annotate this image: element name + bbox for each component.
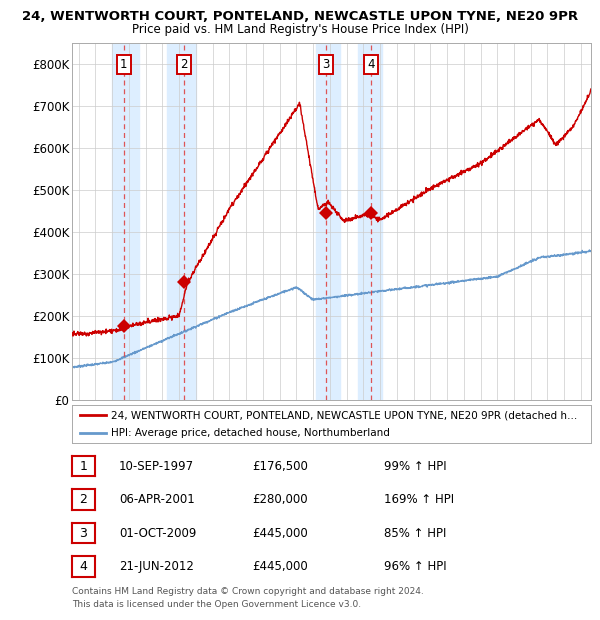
Text: 1: 1 (120, 58, 127, 71)
Text: 169% ↑ HPI: 169% ↑ HPI (384, 494, 454, 506)
Text: £445,000: £445,000 (252, 527, 308, 539)
Text: 99% ↑ HPI: 99% ↑ HPI (384, 460, 446, 472)
Bar (358, 43, 382, 400)
Text: 24, WENTWORTH COURT, PONTELAND, NEWCASTLE UPON TYNE, NE20 9PR (detached h…: 24, WENTWORTH COURT, PONTELAND, NEWCASTL… (111, 410, 577, 420)
Text: 06-APR-2001: 06-APR-2001 (119, 494, 194, 506)
Text: HPI: Average price, detached house, Northumberland: HPI: Average price, detached house, Nort… (111, 428, 390, 438)
Text: 24, WENTWORTH COURT, PONTELAND, NEWCASTLE UPON TYNE, NE20 9PR: 24, WENTWORTH COURT, PONTELAND, NEWCASTL… (22, 10, 578, 23)
Text: This data is licensed under the Open Government Licence v3.0.: This data is licensed under the Open Gov… (72, 600, 361, 609)
Text: 01-OCT-2009: 01-OCT-2009 (119, 527, 196, 539)
Text: 3: 3 (322, 58, 329, 71)
Text: £176,500: £176,500 (252, 460, 308, 472)
Text: 1: 1 (79, 460, 88, 472)
Text: 4: 4 (367, 58, 375, 71)
Bar (112, 43, 139, 400)
Text: £280,000: £280,000 (252, 494, 308, 506)
Text: 10-SEP-1997: 10-SEP-1997 (119, 460, 194, 472)
Text: 4: 4 (79, 560, 88, 573)
Bar (316, 43, 340, 400)
Text: 96% ↑ HPI: 96% ↑ HPI (384, 560, 446, 573)
Text: 85% ↑ HPI: 85% ↑ HPI (384, 527, 446, 539)
Text: £445,000: £445,000 (252, 560, 308, 573)
Text: Price paid vs. HM Land Registry's House Price Index (HPI): Price paid vs. HM Land Registry's House … (131, 23, 469, 36)
Bar (167, 43, 196, 400)
Text: 2: 2 (180, 58, 187, 71)
Text: 3: 3 (79, 527, 88, 539)
Text: Contains HM Land Registry data © Crown copyright and database right 2024.: Contains HM Land Registry data © Crown c… (72, 587, 424, 596)
Text: 2: 2 (79, 494, 88, 506)
Text: 21-JUN-2012: 21-JUN-2012 (119, 560, 194, 573)
